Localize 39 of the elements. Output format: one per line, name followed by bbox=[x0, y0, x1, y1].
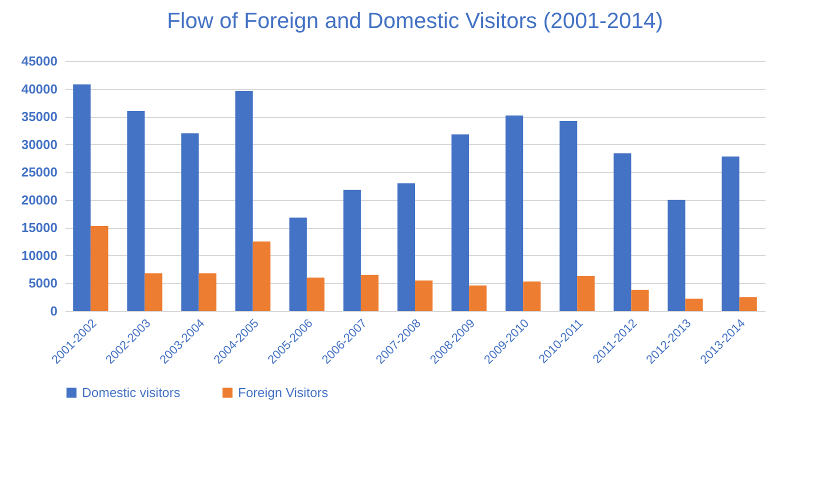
y-tick-label: 0 bbox=[50, 304, 58, 318]
bar bbox=[181, 133, 199, 311]
y-tick-label: 20000 bbox=[21, 192, 58, 208]
y-tick-label: 35000 bbox=[21, 109, 58, 124]
bar bbox=[252, 242, 270, 311]
legend-label: Foreign Visitors bbox=[238, 384, 329, 400]
y-tick-label: 40000 bbox=[21, 81, 58, 96]
bar bbox=[614, 153, 632, 311]
bar bbox=[415, 280, 433, 311]
bar bbox=[289, 218, 307, 311]
bar bbox=[577, 276, 595, 311]
y-tick-label: 30000 bbox=[21, 136, 58, 152]
bar bbox=[560, 121, 578, 311]
bar bbox=[523, 282, 541, 311]
bar bbox=[722, 156, 740, 311]
bar bbox=[235, 91, 253, 311]
bar bbox=[631, 290, 649, 311]
y-tick-label: 25000 bbox=[21, 164, 58, 180]
y-tick-label: 10000 bbox=[21, 248, 58, 263]
y-tick-label: 15000 bbox=[21, 220, 58, 236]
bar bbox=[739, 297, 757, 311]
bar bbox=[685, 298, 703, 311]
y-tick-label: 5000 bbox=[28, 276, 58, 291]
bar bbox=[198, 273, 216, 311]
bar bbox=[506, 115, 524, 311]
bar bbox=[90, 226, 108, 311]
y-tick-label: 45000 bbox=[21, 54, 58, 68]
bar bbox=[397, 183, 415, 311]
bar bbox=[469, 285, 487, 311]
bar bbox=[343, 190, 361, 311]
bar bbox=[144, 273, 162, 311]
bar bbox=[73, 84, 91, 311]
chart-title: Flow of Foreign and Domestic Visitors (2001-2014) bbox=[166, 8, 664, 33]
bar bbox=[127, 111, 145, 311]
bar bbox=[306, 278, 324, 311]
bar bbox=[451, 134, 470, 311]
bar bbox=[668, 200, 686, 311]
legend-label: Domestic visitors bbox=[82, 384, 181, 400]
bar bbox=[360, 274, 379, 311]
